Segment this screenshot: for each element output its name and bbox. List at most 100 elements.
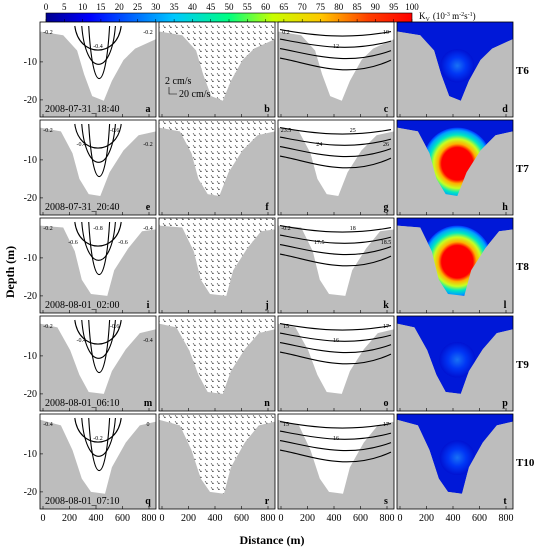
- panel-s: 15 16 17 0 200 400 600 800 s: [277, 413, 395, 524]
- vector-scale: 2 cm/s 20 cm/s: [165, 76, 210, 100]
- panel-a: -0.2 -0.4 -0.2 a: [39, 21, 157, 118]
- x-tick-label: 800: [142, 513, 157, 524]
- y-tick-label: -20: [24, 95, 37, 106]
- contour-lines: 15 16 17: [279, 421, 392, 463]
- row-t6: -0.2 -0.4 -0.2 a b 0.2 12 19 c d -10 -20 2008-07-31_…: [24, 21, 529, 118]
- contour-label: 0: [147, 422, 150, 428]
- colorbar-tick-label: 70: [298, 2, 308, 12]
- contour-label: -0.4: [77, 338, 87, 344]
- colorbar: 0 5 10 15 20 25 30 35 40 45 50 55 60 65 70 75 80 85 90 95 10…: [44, 2, 476, 23]
- timestamp-label: 2008-08-01_06:10: [45, 398, 119, 409]
- water-region: [40, 316, 156, 394]
- velocity-vectors: [159, 218, 275, 296]
- kv-core: [439, 341, 476, 378]
- contour-label: -0.2: [143, 30, 153, 36]
- colorbar-tick-label: 40: [188, 2, 198, 12]
- x-tick-label: 0: [279, 513, 284, 524]
- scale-vertical-label: 2 cm/s: [165, 76, 191, 87]
- contour-line: [279, 430, 392, 440]
- panel-h: h: [396, 119, 514, 216]
- colorbar-tick-label: 90: [371, 2, 381, 12]
- x-tick-label: 0: [41, 513, 46, 524]
- seabed-mask: [397, 323, 513, 411]
- contour-label: -0.2: [143, 142, 153, 148]
- panel-letter: p: [502, 398, 508, 409]
- panel-c: 0.2 12 19 c: [277, 21, 395, 118]
- colorbar-tick-label: 15: [96, 2, 106, 12]
- contour-label: 15: [283, 422, 289, 428]
- contour-line: [74, 319, 122, 345]
- contour-label: -0.4: [93, 44, 103, 50]
- panel-letter: q: [145, 496, 151, 507]
- contour-line: [88, 221, 111, 275]
- colorbar-tick-label: 95: [389, 2, 399, 12]
- panel-frame: [158, 119, 276, 216]
- contour-line: [88, 123, 111, 177]
- colorbar-tick-label: 100: [405, 2, 419, 12]
- x-tick-label: 600: [472, 513, 487, 524]
- contour-label: -0.2: [43, 128, 53, 134]
- panel-letter: a: [146, 104, 151, 115]
- contour-line: [88, 25, 111, 79]
- seabed-mask: [397, 419, 513, 509]
- x-tick-label: 200: [419, 513, 434, 524]
- y-tick-label: -10: [24, 253, 37, 264]
- contour-lines: -0.2 -0.4 -0.6 -0.4: [43, 319, 153, 373]
- water-region: [278, 120, 394, 196]
- contour-line: [279, 48, 392, 60]
- water-region: [278, 218, 394, 296]
- panel-grid: -0.2 -0.4 -0.2 a b 0.2 12 19 c d -10 -20 2008-07-31_…: [24, 21, 534, 524]
- contour-lines: 23.5 24 25 26: [279, 127, 392, 169]
- panel-q: -0.4 -0.2 0 0 200 400 600 800 q: [39, 413, 157, 524]
- colorbar-tick-label: 55: [243, 2, 253, 12]
- contour-label: 0.2: [282, 30, 290, 36]
- panel-letter: d: [502, 104, 508, 115]
- row-t7: -0.2 -0.4 -0.6 -0.2 e f 23.5 24 25 26 g h -10 -20 2008…: [24, 119, 529, 216]
- panel-letter: k: [383, 300, 389, 311]
- y-tick-label: -10: [24, 449, 37, 460]
- water-region: [278, 414, 394, 494]
- contour-label: -0.2: [93, 436, 103, 442]
- x-tick-label: 800: [499, 513, 514, 524]
- panel-letter: e: [146, 202, 151, 213]
- contour-line: [279, 29, 392, 37]
- panel-frame: [277, 21, 395, 118]
- panel-letter: f: [265, 202, 269, 213]
- y-tick-label: -10: [24, 351, 37, 362]
- contour-line: [81, 417, 116, 457]
- panel-j: j: [158, 217, 276, 314]
- contour-line: [74, 417, 122, 443]
- contour-label: 18: [350, 226, 356, 232]
- colorbar-tick-label: 80: [334, 2, 344, 12]
- contour-line: [279, 234, 392, 244]
- panel-m: -0.2 -0.4 -0.6 -0.4 m: [39, 315, 157, 412]
- x-tick-label: 0: [398, 513, 403, 524]
- panel-frame: [39, 413, 157, 510]
- panel-letter: h: [502, 202, 508, 213]
- contour-lines: -0.2 -0.4 -0.6 -0.2: [43, 123, 153, 177]
- panel-b: b: [158, 21, 276, 118]
- y-tick-label: -20: [24, 193, 37, 204]
- scale-arrow: [168, 87, 177, 95]
- contour-label: -0.6: [110, 324, 120, 330]
- panel-letter: j: [264, 300, 268, 311]
- contour-lines: 15 16 17: [279, 323, 392, 365]
- colorbar-tick-label: 30: [151, 2, 161, 12]
- panel-letter: s: [384, 496, 388, 507]
- colorbar-ticks: 0 5 10 15 20 25 30 35 40 45 50 55 60 65 70 75 80 85 90 95 10…: [44, 2, 419, 22]
- x-tick-label: 400: [89, 513, 104, 524]
- water-region: [40, 414, 156, 494]
- contour-line: [74, 25, 122, 51]
- panel-frame: [277, 413, 395, 510]
- contour-line: [81, 123, 116, 163]
- panel-frame: [277, 217, 395, 314]
- contour-line: [88, 417, 111, 471]
- contour-label: 23.5: [281, 128, 292, 134]
- row-t8: -0.2 -0.6 -0.8 -0.6 -0.4 i j -0.2 17.5 18 18.5 k l -1…: [24, 217, 529, 314]
- timestamp-label: 2008-08-01_07:10: [45, 496, 119, 507]
- panel-d: d: [396, 21, 514, 118]
- colorbar-tick-label: 50: [225, 2, 235, 12]
- contour-lines: -0.4 -0.2 0: [43, 417, 150, 471]
- contour-lines: -0.2 -0.6 -0.8 -0.6 -0.4: [43, 221, 153, 275]
- colorbar-tick-label: 65: [279, 2, 289, 12]
